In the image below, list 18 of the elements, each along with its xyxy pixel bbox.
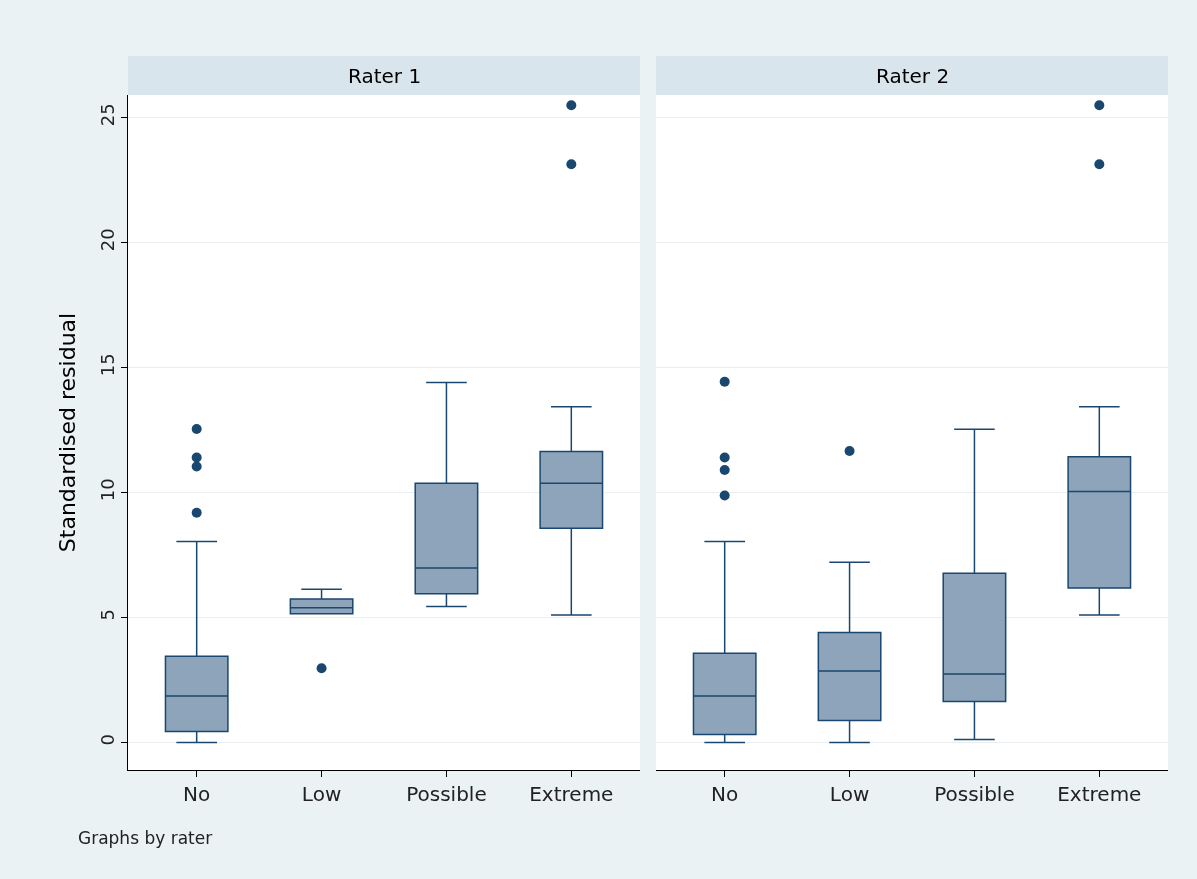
x-tick-label: Extreme bbox=[1057, 782, 1142, 806]
x-tick-label: No bbox=[183, 782, 211, 806]
y-tick-label: 5 bbox=[96, 609, 118, 621]
x-tick-label: Extreme bbox=[529, 782, 614, 806]
text: Graphs by rater bbox=[78, 828, 213, 848]
y-tick-label: 10 bbox=[96, 478, 118, 502]
y-tick-label: 25 bbox=[96, 103, 118, 127]
x-tick-label: Possible bbox=[406, 782, 487, 806]
y-tick-label: 15 bbox=[96, 353, 118, 377]
x-tick-label: Possible bbox=[934, 782, 1015, 806]
chart-title: Rater 1 bbox=[348, 64, 422, 88]
y-axis-title: Standardised residual bbox=[54, 312, 80, 553]
y-tick-label: 20 bbox=[96, 228, 118, 252]
y-tick-label: 0 bbox=[96, 734, 118, 746]
chart-title: Rater 2 bbox=[876, 64, 950, 88]
x-tick-label: No bbox=[711, 782, 739, 806]
x-tick-label: Low bbox=[829, 782, 870, 806]
x-tick-label: Low bbox=[301, 782, 342, 806]
